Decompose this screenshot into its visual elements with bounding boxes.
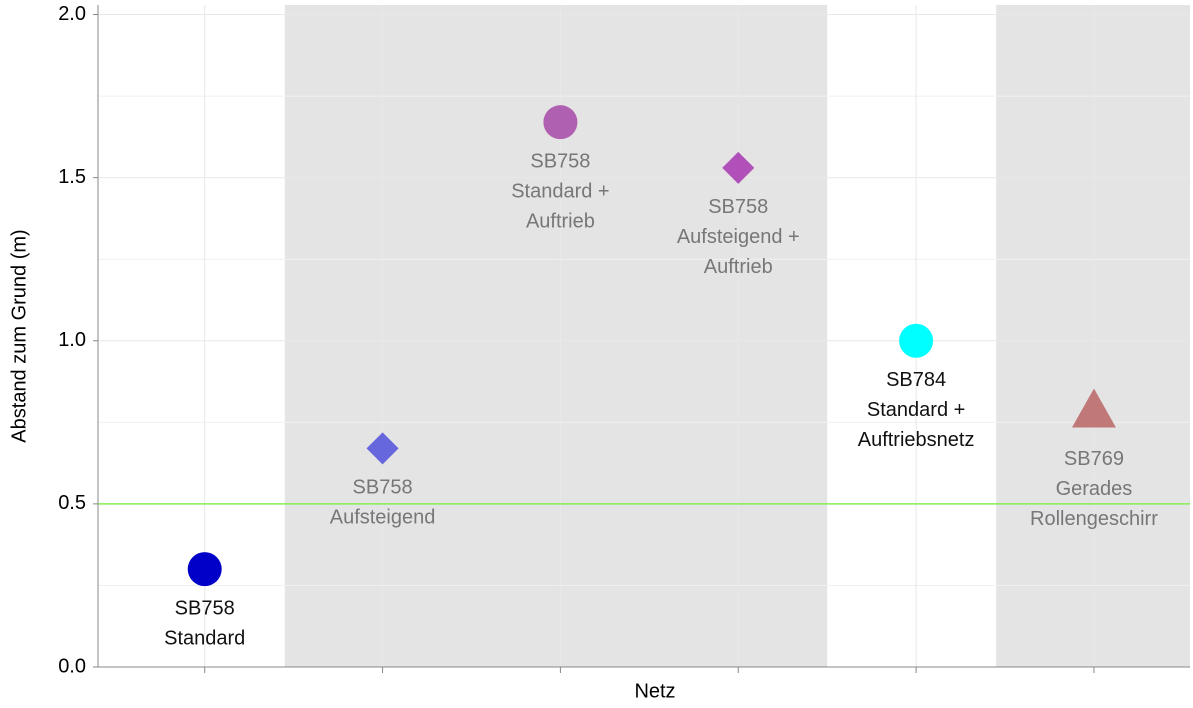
point (543, 105, 578, 140)
point-label: Aufsteigend (330, 507, 436, 529)
shaded-region (284, 5, 828, 667)
y-tick-label: 1.0 (58, 329, 86, 351)
point-label: Gerades (1056, 478, 1133, 500)
point-label: SB784 (886, 369, 946, 391)
point-label: Standard + (511, 180, 609, 202)
point (899, 323, 934, 358)
x-axis-label: Netz (634, 680, 675, 702)
y-tick-label: 1.5 (58, 166, 86, 188)
point-label: SB758 (530, 150, 590, 172)
point-label: SB758 (708, 196, 768, 218)
shaded-region (996, 5, 1190, 667)
y-tick-label: 0.5 (58, 492, 86, 514)
point-label: Auftriebsnetz (858, 429, 975, 451)
point (1071, 388, 1116, 428)
point (722, 151, 755, 184)
y-axis-label: Abstand zum Grund (m) (8, 229, 30, 442)
point-label: Auftrieb (526, 210, 595, 232)
y-tick-label: 2.0 (58, 3, 86, 25)
point (366, 432, 399, 465)
point-label: SB758 (353, 477, 413, 499)
point-label: Standard + (867, 399, 965, 421)
y-tick-label: 0.0 (58, 655, 86, 677)
point (187, 552, 222, 587)
point-label: Auftrieb (704, 256, 773, 278)
point-label: Standard (164, 627, 245, 649)
point-label: SB769 (1064, 448, 1124, 470)
point-label: Rollengeschirr (1030, 508, 1158, 530)
point-label: SB758 (175, 597, 235, 619)
point-label: Aufsteigend + (677, 226, 800, 248)
